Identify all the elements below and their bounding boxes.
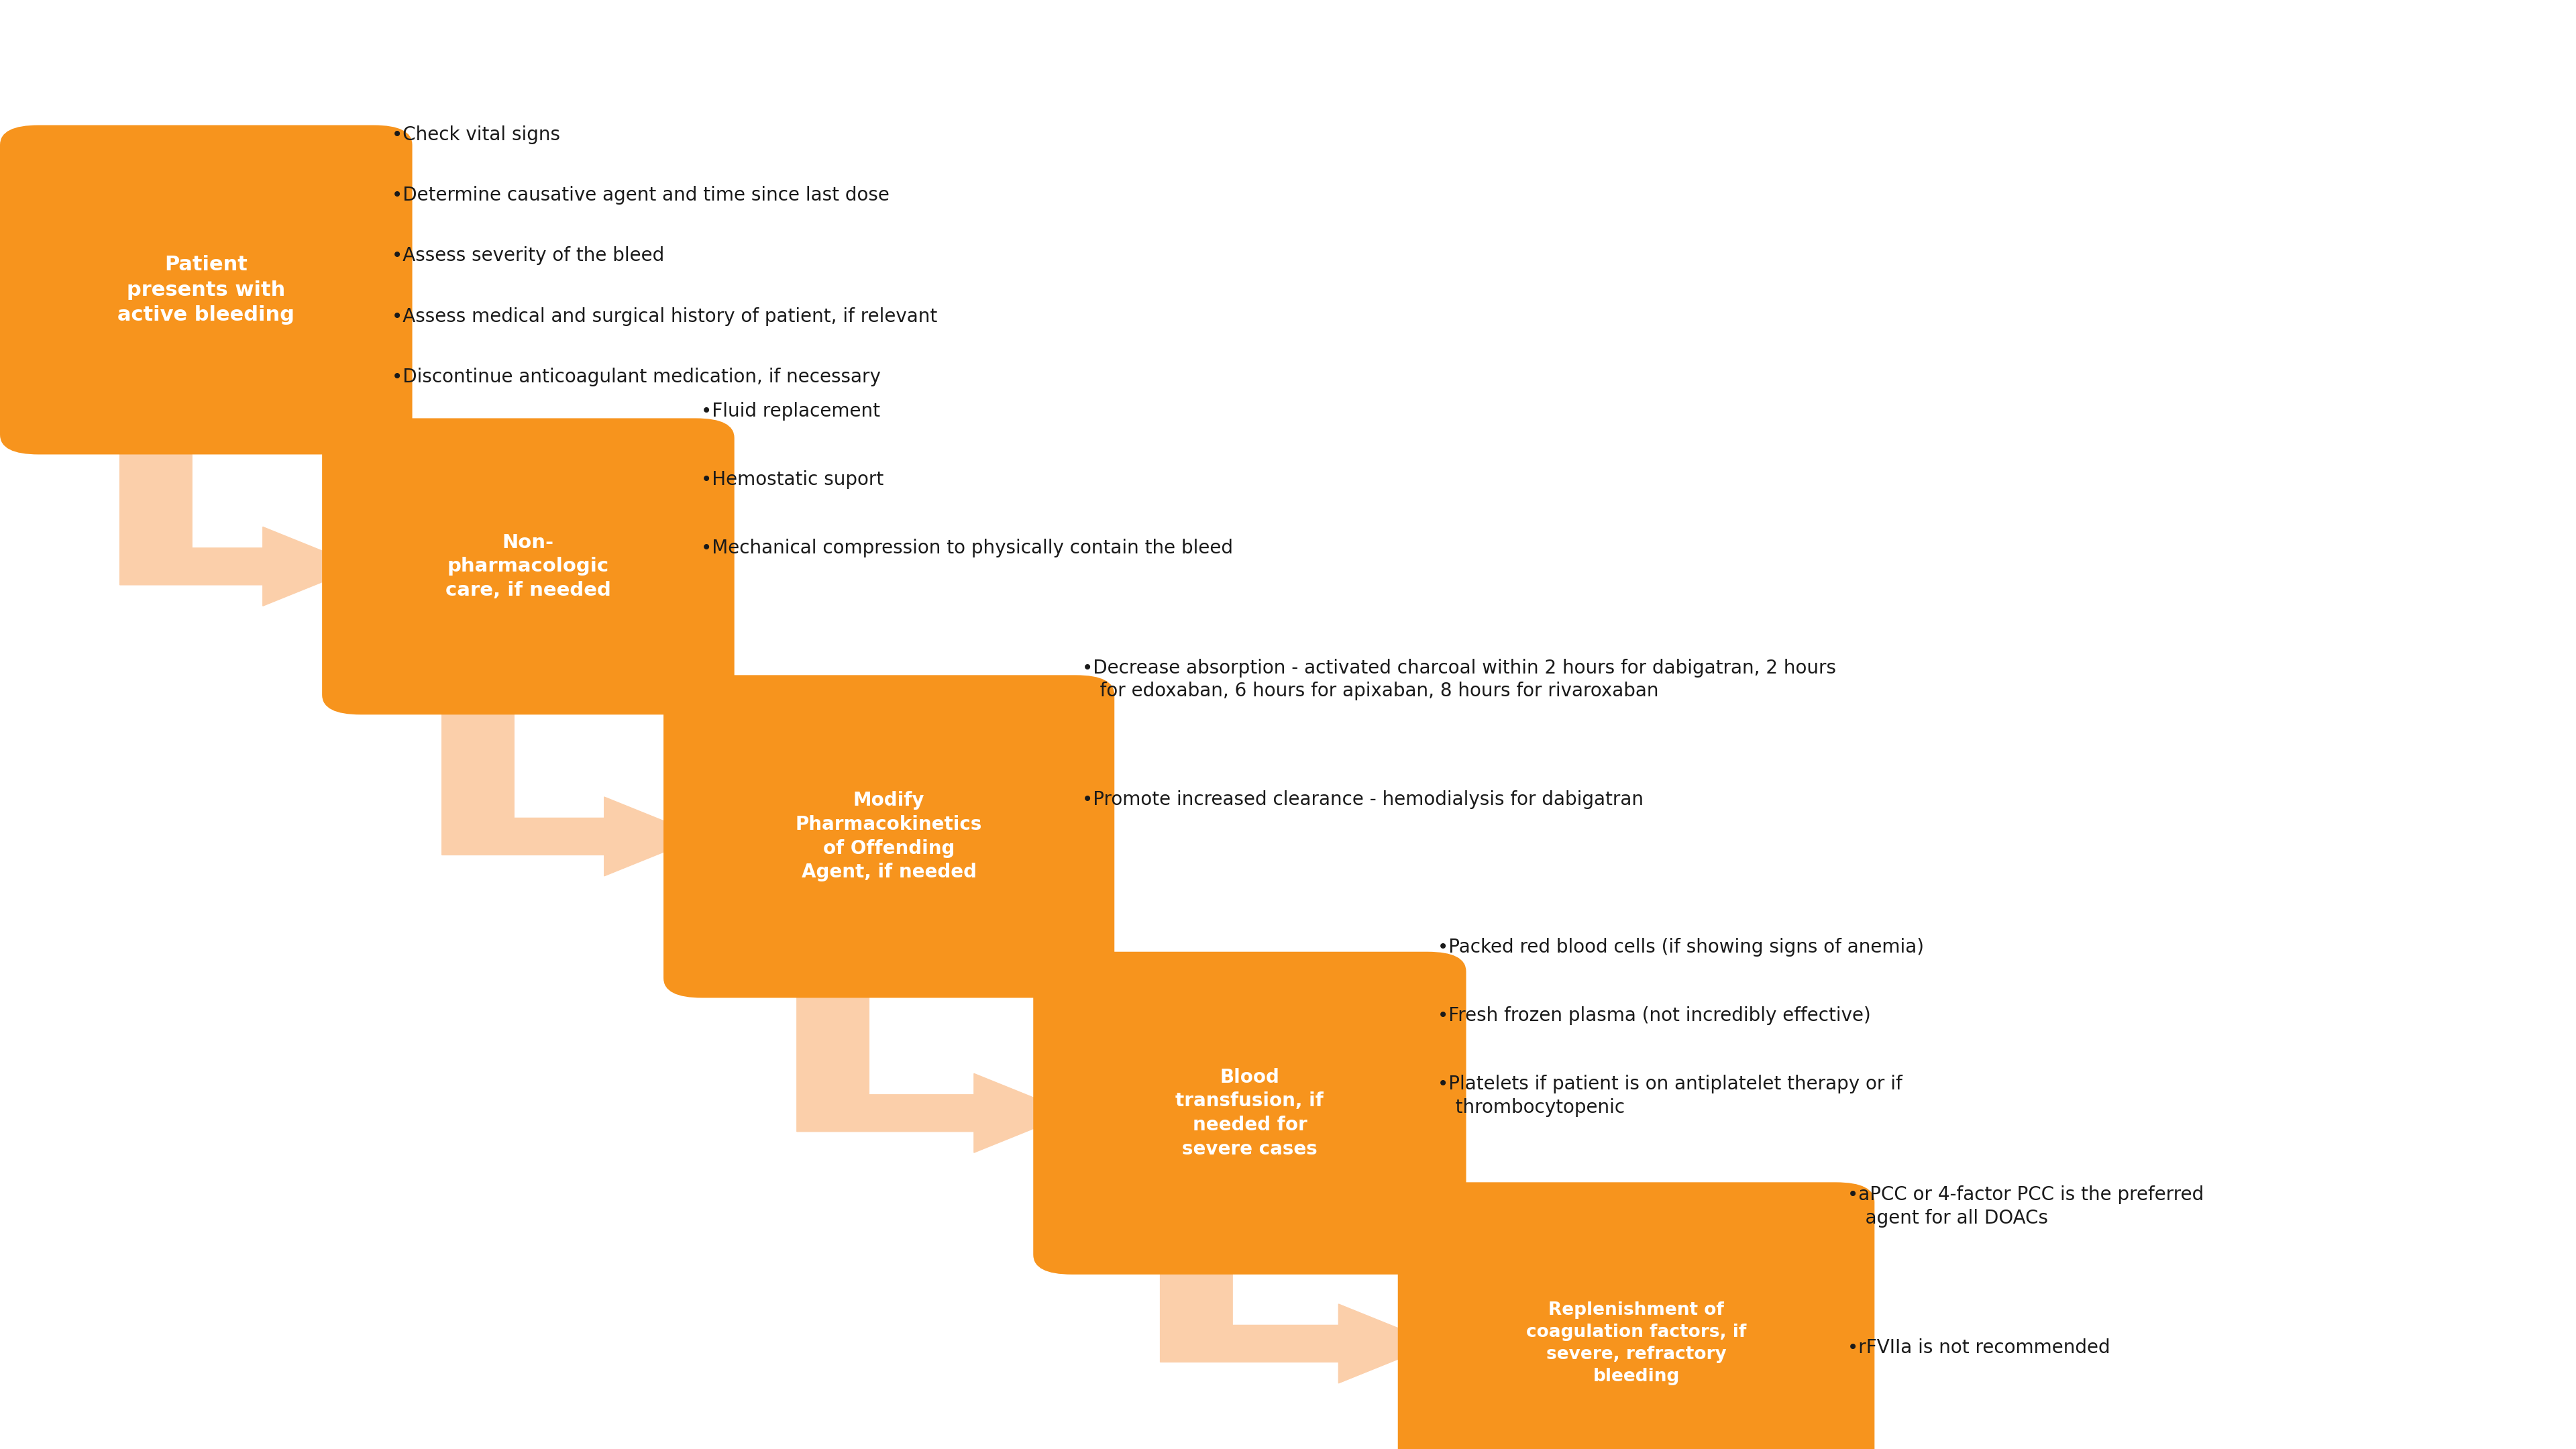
Text: •Platelets if patient is on antiplatelet therapy or if
   thrombocytopenic: •Platelets if patient is on antiplatelet…	[1437, 1075, 1901, 1117]
Text: •Fresh frozen plasma (not incredibly effective): •Fresh frozen plasma (not incredibly eff…	[1437, 1007, 1870, 1026]
Text: •Determine causative agent and time since last dose: •Determine causative agent and time sinc…	[392, 185, 889, 204]
FancyBboxPatch shape	[662, 675, 1113, 998]
Text: •Discontinue anticoagulant medication, if necessary: •Discontinue anticoagulant medication, i…	[392, 368, 881, 387]
Text: •Check vital signs: •Check vital signs	[392, 125, 559, 143]
Text: •Hemostatic suport: •Hemostatic suport	[701, 471, 884, 490]
Text: •Assess severity of the bleed: •Assess severity of the bleed	[392, 246, 665, 265]
FancyBboxPatch shape	[0, 125, 412, 455]
Text: •Promote increased clearance - hemodialysis for dabigatran: •Promote increased clearance - hemodialy…	[1082, 790, 1643, 809]
Text: •Mechanical compression to physically contain the bleed: •Mechanical compression to physically co…	[701, 539, 1231, 558]
Text: •Assess medical and surgical history of patient, if relevant: •Assess medical and surgical history of …	[392, 307, 938, 326]
FancyBboxPatch shape	[322, 419, 734, 714]
Text: •Packed red blood cells (if showing signs of anemia): •Packed red blood cells (if showing sign…	[1437, 938, 1924, 956]
Text: Non-
pharmacologic
care, if needed: Non- pharmacologic care, if needed	[446, 533, 611, 600]
Text: •rFVIIa is not recommended: •rFVIIa is not recommended	[1847, 1339, 2110, 1358]
Polygon shape	[796, 978, 1072, 1152]
Text: •aPCC or 4-factor PCC is the preferred
   agent for all DOACs: •aPCC or 4-factor PCC is the preferred a…	[1847, 1185, 2202, 1227]
Text: Patient
presents with
active bleeding: Patient presents with active bleeding	[118, 255, 294, 325]
Text: •Fluid replacement: •Fluid replacement	[701, 401, 881, 420]
Polygon shape	[1159, 1255, 1437, 1384]
FancyBboxPatch shape	[1033, 952, 1466, 1275]
Polygon shape	[443, 696, 701, 877]
Text: •Decrease absorption - activated charcoal within 2 hours for dabigatran, 2 hours: •Decrease absorption - activated charcoa…	[1082, 659, 1837, 701]
Text: Modify
Pharmacokinetics
of Offending
Agent, if needed: Modify Pharmacokinetics of Offending Age…	[796, 791, 981, 882]
Text: Replenishment of
coagulation factors, if
severe, refractory
bleeding: Replenishment of coagulation factors, if…	[1525, 1301, 1747, 1385]
Polygon shape	[118, 435, 361, 606]
FancyBboxPatch shape	[1396, 1182, 1875, 1449]
Text: Blood
transfusion, if
needed for
severe cases: Blood transfusion, if needed for severe …	[1175, 1068, 1324, 1158]
